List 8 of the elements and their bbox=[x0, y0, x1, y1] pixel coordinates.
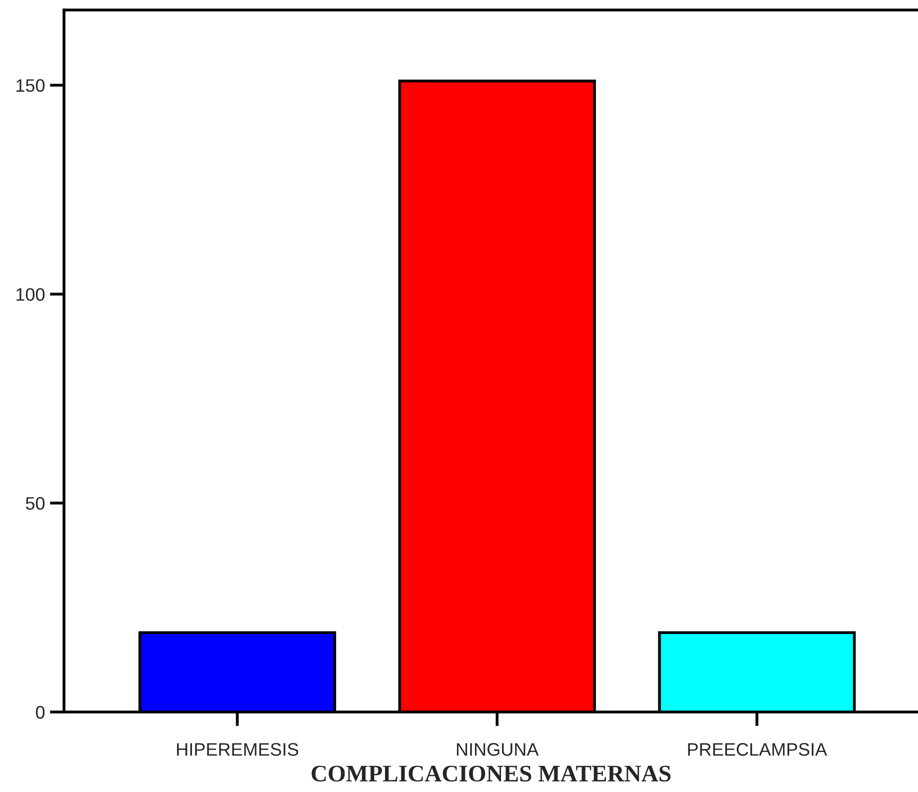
x-tick-label: PREECLAMPSIA bbox=[688, 743, 828, 756]
x-tick-label: NINGUNA bbox=[456, 743, 539, 756]
y-tick-label: 50 bbox=[26, 497, 45, 510]
x-axis-title: COMPLICACIONES MATERNAS bbox=[312, 766, 670, 782]
x-tick-label: HIPEREMESIS bbox=[177, 743, 298, 756]
y-tick-label: 0 bbox=[36, 706, 45, 719]
y-tick-label: 100 bbox=[16, 288, 45, 301]
y-tick-label: 150 bbox=[16, 79, 45, 92]
